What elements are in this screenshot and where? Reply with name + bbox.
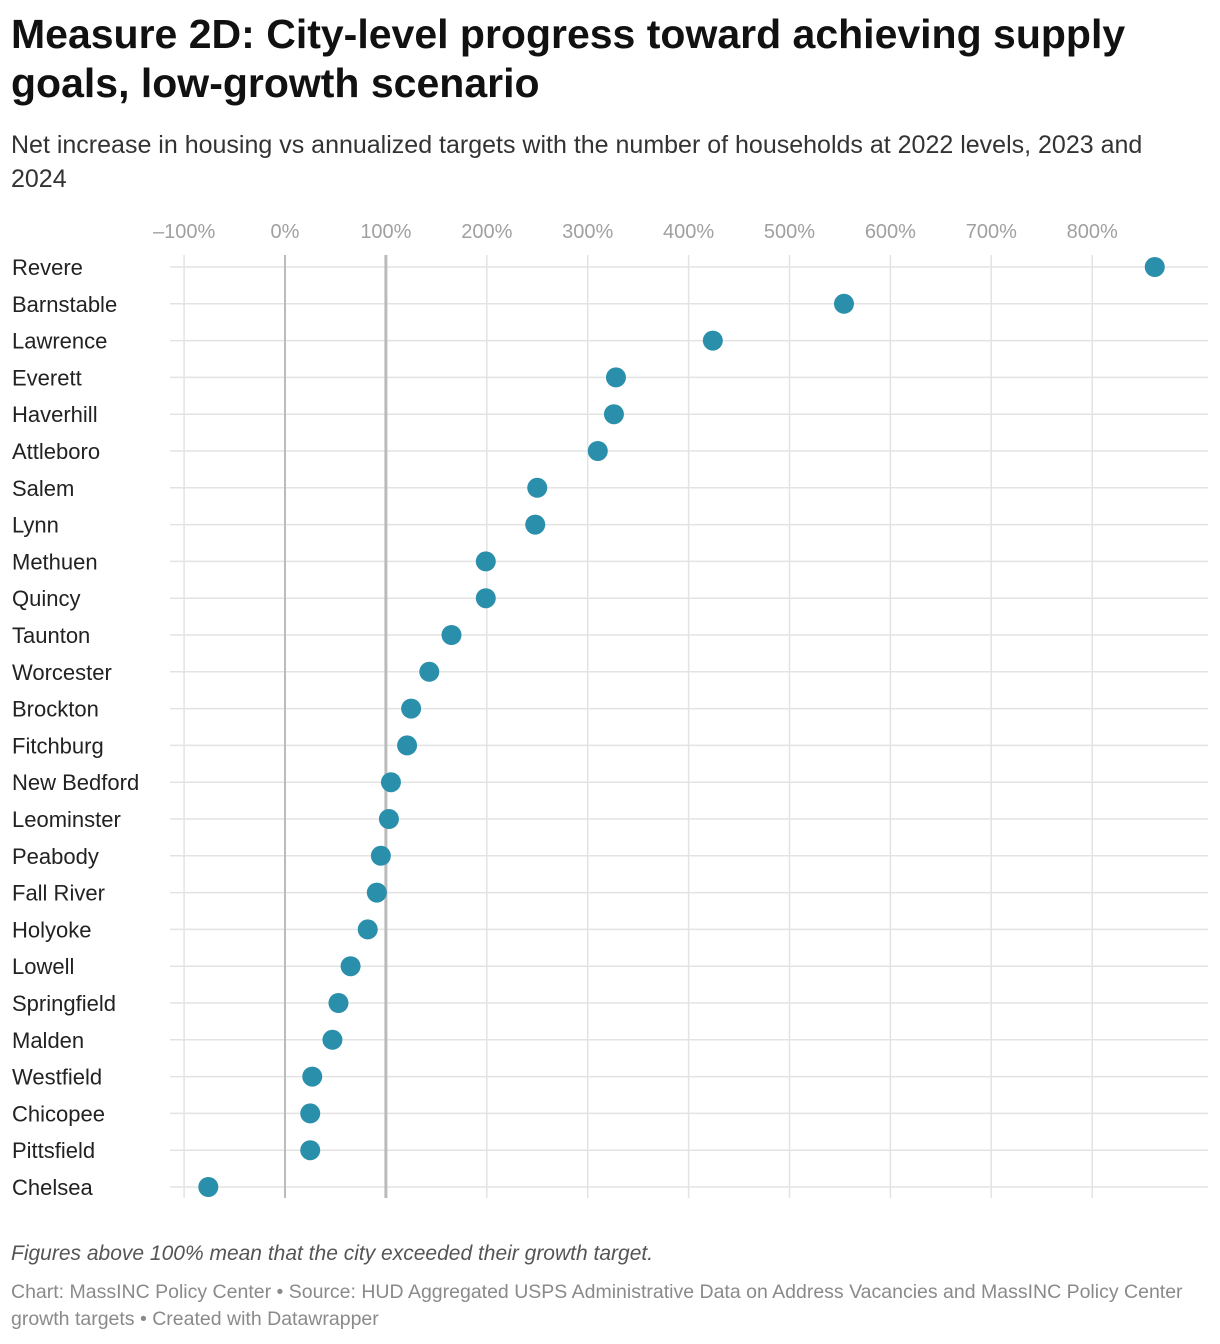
dot-plot: –100% 0% 100% 200% 300% 400% 500% 600% 700% 800% R…	[12, 221, 1208, 1200]
city-label: Lynn	[12, 513, 59, 538]
city-label: Peabody	[12, 844, 99, 869]
data-point	[702, 330, 723, 351]
data-point	[603, 404, 624, 425]
city-label: Chelsea	[12, 1175, 93, 1200]
data-point	[300, 1103, 321, 1124]
data-point	[370, 845, 391, 866]
city-label: Fitchburg	[12, 733, 104, 758]
chart-note: Figures above 100% mean that the city ex…	[11, 1242, 654, 1265]
data-point	[397, 735, 418, 756]
data-point	[525, 514, 546, 535]
city-label: New Bedford	[12, 770, 139, 795]
city-label: Chicopee	[12, 1101, 105, 1126]
city-label: Pittsfield	[12, 1138, 95, 1163]
x-tick-label: 800%	[1067, 221, 1118, 243]
city-label: Everett	[12, 365, 82, 390]
city-label: Taunton	[12, 623, 90, 648]
data-point	[475, 588, 496, 609]
data-point	[605, 367, 626, 388]
city-label: Attleboro	[12, 439, 100, 464]
data-point	[302, 1066, 323, 1087]
data-point	[340, 956, 361, 977]
data-point	[366, 882, 387, 903]
city-label: Lowell	[12, 954, 74, 979]
city-label: Malden	[12, 1028, 84, 1053]
data-point	[380, 772, 401, 793]
city-label: Worcester	[12, 660, 112, 685]
city-label: Leominster	[12, 807, 121, 832]
chart-title: Measure 2D: City-level progress toward a…	[11, 11, 1126, 106]
x-tick-label: 200%	[461, 221, 512, 243]
data-point	[198, 1177, 219, 1197]
x-tick-label: 500%	[764, 221, 815, 243]
data-point	[833, 293, 854, 314]
data-point	[475, 551, 496, 572]
data-point	[357, 919, 378, 940]
data-point	[527, 477, 548, 498]
data-point	[322, 1029, 343, 1050]
city-label: Springfield	[12, 991, 116, 1016]
x-tick-label: 0%	[271, 221, 300, 243]
x-tick-label: 300%	[562, 221, 613, 243]
data-point	[328, 993, 349, 1013]
data-point	[378, 809, 399, 829]
city-label: Lawrence	[12, 329, 107, 354]
chart-subtitle: Net increase in housing vs annualized ta…	[11, 131, 1143, 193]
data-point	[401, 698, 422, 719]
chart-credits: Chart: MassINC Policy Center • Source: H…	[11, 1281, 1183, 1330]
data-point	[441, 625, 462, 645]
city-label: Brockton	[12, 697, 99, 722]
city-label: Barnstable	[12, 292, 117, 317]
x-tick-label: –100%	[153, 221, 215, 243]
data-point	[419, 661, 440, 682]
city-label: Revere	[12, 255, 83, 280]
x-tick-label: 400%	[663, 221, 714, 243]
city-label: Westfield	[12, 1065, 102, 1090]
city-label: Methuen	[12, 549, 98, 574]
x-tick-label: 100%	[360, 221, 411, 243]
city-label: Salem	[12, 476, 74, 501]
city-label: Holyoke	[12, 917, 91, 942]
data-point	[300, 1140, 321, 1161]
data-point	[587, 441, 608, 461]
city-label: Fall River	[12, 881, 105, 906]
x-tick-label: 700%	[966, 221, 1017, 243]
city-label: Haverhill	[12, 402, 98, 427]
x-tick-label: 600%	[865, 221, 916, 243]
data-point	[1144, 257, 1165, 277]
city-label: Quincy	[12, 586, 80, 611]
